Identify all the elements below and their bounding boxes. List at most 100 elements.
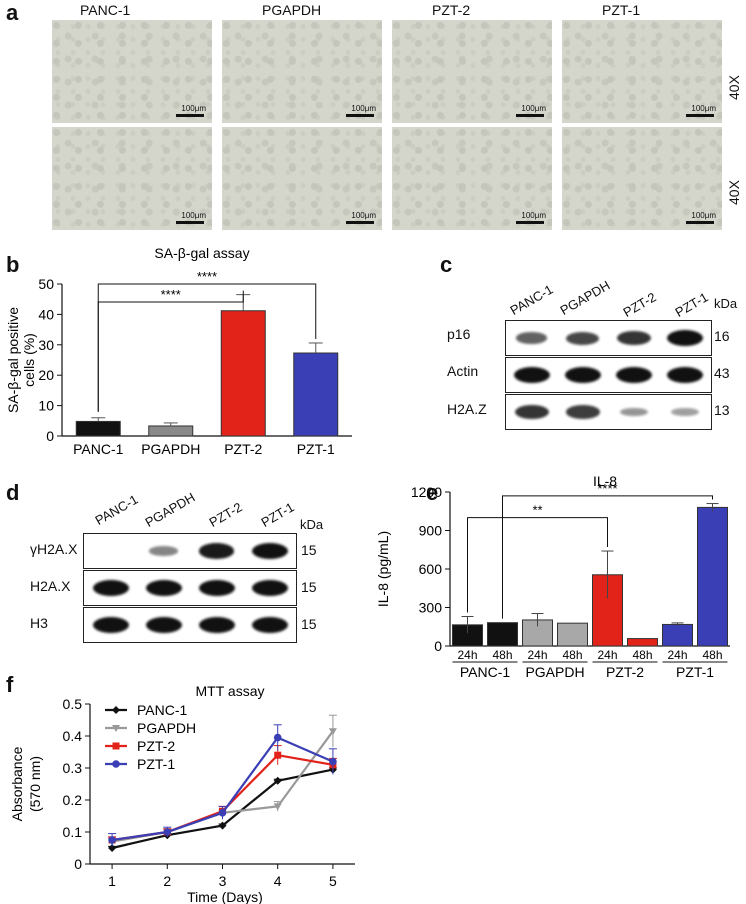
chart-f-legend-label-pzt1: PZT-1 xyxy=(137,756,175,772)
chart-f-legend-marker-pzt1 xyxy=(112,760,120,768)
chart-b-xtick-label: PANC-1 xyxy=(73,441,124,457)
blot-c-row-label-1: Actin xyxy=(447,363,479,379)
lane-label-pzt1: PZT-1 xyxy=(672,289,711,320)
blot-c-kda-2: 13 xyxy=(714,402,730,418)
micrograph-pzt2-top: 100μm xyxy=(392,20,552,123)
chart-f-legend-marker-pgapdh xyxy=(112,725,120,732)
panel-letter-f: f xyxy=(6,672,14,697)
chart-f-point-panc1 xyxy=(273,776,282,785)
chart-b-xtick-label: PGAPDH xyxy=(141,441,200,457)
blot-d-kda-2: 15 xyxy=(301,616,317,632)
panel-letter-e: e xyxy=(426,480,439,505)
blot-d-row-label-1: H2A.X xyxy=(30,578,71,594)
chart-b-xtick-label: PZT-1 xyxy=(297,441,335,457)
chart-e-bar-7 xyxy=(662,623,693,647)
scale-label: 100μm xyxy=(351,211,376,220)
chart-f-point-panc1 xyxy=(218,821,227,830)
chart-b-ylabel-line2: cells (%) xyxy=(21,333,37,387)
chart-e-bar-6 xyxy=(627,638,658,647)
scale-label: 100μm xyxy=(521,211,546,220)
blot-c-row-label-0: p16 xyxy=(447,326,471,342)
chart-f-ytick-label: 0.5 xyxy=(63,696,83,712)
band-h3-lane-4 xyxy=(251,617,288,633)
chart-e-bar-2 xyxy=(487,622,518,647)
chart-e-xtick-label: 24h xyxy=(527,648,547,662)
chart-f-ylabel-line2: (570 nm) xyxy=(27,756,43,812)
chart-f-xlabel: Time (Days) xyxy=(187,889,263,904)
micrograph-pzt1-bottom: 100μm xyxy=(562,127,722,230)
band-h2ax-lane-3 xyxy=(198,580,235,596)
chart-f-ytick-label: 0.4 xyxy=(63,728,83,744)
band-actin-lane-2 xyxy=(564,367,601,383)
chart-b-ytick-label: 20 xyxy=(38,367,54,383)
blot-d-row-0 xyxy=(83,533,297,569)
panel-letter-b: b xyxy=(6,252,20,277)
chart-e-xtick-label: 48h xyxy=(562,648,582,662)
chart-e-group-label: PZT-1 xyxy=(676,664,714,680)
blot-d-row-2 xyxy=(83,607,297,643)
chart-e-xtick-label: 48h xyxy=(632,648,652,662)
chart-b-title: SA-β-gal assay xyxy=(154,245,249,261)
band-h3-lane-3 xyxy=(198,617,235,633)
band-h2ax-lane-4 xyxy=(251,543,288,559)
chart-e-significance-label: **** xyxy=(597,481,617,496)
panel-f-chart: MTT assay 0 0.1 0.2 0.3 0.4 0.5 1 2 3 4 5 Time (Days… xyxy=(9,683,355,904)
chart-f-point-pgapdh xyxy=(328,728,337,736)
scale-label: 100μm xyxy=(181,211,206,220)
blot-d-row-label-2: H3 xyxy=(30,615,48,631)
chart-b-ytick-label: 0 xyxy=(46,428,54,444)
micrograph-pzt2-bottom: 100μm xyxy=(392,127,552,230)
lane-label-pzt2: PZT-2 xyxy=(620,289,659,320)
chart-f-legend-marker-pzt2 xyxy=(112,742,120,750)
chart-f-xtick-label: 1 xyxy=(108,873,116,889)
chart-b-significance-bracket xyxy=(97,283,317,412)
chart-b-bar-pzt-1 xyxy=(293,352,339,437)
band-p16-lane-2 xyxy=(566,331,600,345)
chart-e-ytick-label: 300 xyxy=(419,600,443,616)
panel-b-chart: SA-β-gal assay 0 10 20 30 40 50 SA-β-gal positi… xyxy=(5,245,352,457)
band-h2az-lane-3 xyxy=(619,407,649,417)
band-h3-lane-2 xyxy=(145,617,182,633)
band-p16-lane-3 xyxy=(617,331,652,345)
lane-label-pgapdh: PGAPDH xyxy=(557,277,613,318)
chart-b-ytick-label: 30 xyxy=(38,337,54,353)
chart-b-significance-label: **** xyxy=(197,269,217,284)
band-h2ax-lane-4 xyxy=(251,580,288,596)
chart-f-point-pzt2 xyxy=(274,751,282,759)
blot-d-row-1 xyxy=(83,570,297,606)
band-actin-lane-3 xyxy=(616,367,653,383)
chart-e-group-label: PANC-1 xyxy=(460,664,511,680)
chart-f-point-panc1 xyxy=(108,844,117,852)
panel-letter-a: a xyxy=(6,0,19,25)
lane-label-panc1: PANC-1 xyxy=(92,491,141,528)
band-h2az-lane-4 xyxy=(671,408,700,416)
chart-f-legend-marker-panc1 xyxy=(112,706,120,714)
band-actin-lane-1 xyxy=(513,367,550,383)
chart-e-ytick-label: 1200 xyxy=(411,484,442,500)
chart-f-xtick-label: 3 xyxy=(219,873,227,889)
chart-e-xtick-label: 24h xyxy=(597,648,617,662)
chart-f-title: MTT assay xyxy=(196,683,265,699)
chart-b-ytick-label: 40 xyxy=(38,306,54,322)
chart-f-xtick-label: 5 xyxy=(329,873,337,889)
magnification-label-bottom: 40X xyxy=(726,180,742,205)
magnification-label-top: 40X xyxy=(726,75,742,100)
blot-d-kda-0: 15 xyxy=(301,542,317,558)
chart-e-ytick-label: 0 xyxy=(434,638,442,654)
band-h2ax-lane-1 xyxy=(92,580,129,596)
col-label-panc1: PANC-1 xyxy=(80,2,131,18)
blot-d-row-label-0: γH2A.X xyxy=(30,541,78,557)
chart-e-ytick-label: 600 xyxy=(419,561,443,577)
chart-e-bar-8 xyxy=(697,506,728,647)
band-h2az-lane-1 xyxy=(514,405,549,419)
chart-f-point-pzt1 xyxy=(218,809,227,817)
band-h2ax-lane-2 xyxy=(148,546,179,556)
chart-e-group-label: PZT-2 xyxy=(606,664,644,680)
kda-label-c: kDa xyxy=(714,296,738,311)
chart-f-legend-label-pgapdh: PGAPDH xyxy=(137,720,196,736)
scale-label: 100μm xyxy=(351,104,376,113)
chart-e-ytick-label: 900 xyxy=(419,523,443,539)
chart-b-bar-panc-1 xyxy=(75,420,121,437)
chart-f-ytick-label: 0 xyxy=(74,856,82,872)
chart-e-xtick-label: 48h xyxy=(492,648,512,662)
